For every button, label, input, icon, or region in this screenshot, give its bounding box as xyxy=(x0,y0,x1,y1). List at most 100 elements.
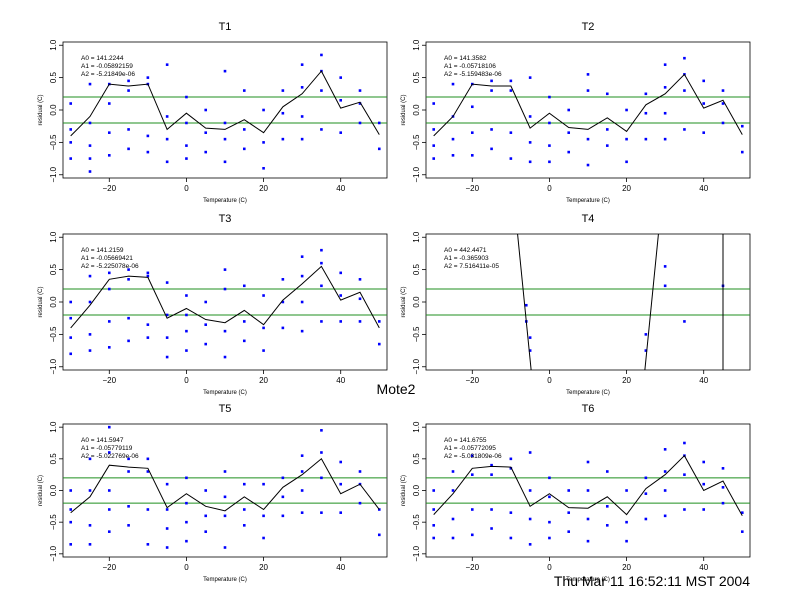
data-point xyxy=(204,150,208,154)
data-point xyxy=(377,533,381,537)
data-point xyxy=(528,160,532,164)
data-point xyxy=(262,514,265,518)
x-tick-label: 40 xyxy=(336,184,345,193)
y-tick-label: 1.0 xyxy=(49,231,58,243)
data-point xyxy=(339,320,343,323)
data-point xyxy=(185,539,188,543)
data-point xyxy=(528,451,532,454)
data-point xyxy=(470,454,474,457)
data-point xyxy=(490,508,493,511)
data-point xyxy=(204,108,208,112)
y-tick-label: 1.0 xyxy=(412,231,421,243)
data-point xyxy=(242,89,246,92)
x-tick-label: 0 xyxy=(547,376,552,385)
data-point xyxy=(223,287,227,291)
x-tick-label: −20 xyxy=(465,376,479,385)
data-point xyxy=(644,476,648,480)
data-point xyxy=(605,128,609,131)
plot-area xyxy=(517,234,725,370)
x-tick-label: 20 xyxy=(622,376,631,385)
data-point xyxy=(107,131,111,134)
data-point xyxy=(548,95,551,99)
data-point xyxy=(605,524,609,527)
data-point xyxy=(358,297,362,301)
x-axis-label: Temperature (C) xyxy=(203,577,247,583)
data-point xyxy=(165,482,169,486)
data-point xyxy=(625,160,628,164)
data-point xyxy=(528,489,532,492)
data-point xyxy=(127,128,130,131)
y-tick-label: 1.0 xyxy=(49,39,58,51)
data-point xyxy=(107,451,111,454)
data-point xyxy=(300,274,304,278)
data-point xyxy=(88,121,92,125)
coefficient-label: A1 = -0.365903 xyxy=(444,255,489,262)
data-point xyxy=(548,160,551,164)
data-point xyxy=(69,128,73,131)
x-tick-label: 40 xyxy=(336,563,345,572)
plot-area xyxy=(432,441,744,546)
data-point xyxy=(165,508,169,511)
data-point xyxy=(339,98,343,102)
y-tick-label: 1.0 xyxy=(412,39,421,51)
y-axis-label: residual (C) xyxy=(38,475,44,506)
data-point xyxy=(663,265,667,268)
data-point xyxy=(185,476,188,480)
data-point xyxy=(358,121,362,125)
data-point xyxy=(300,470,304,473)
fit-line xyxy=(517,234,532,370)
y-axis-label: residual (C) xyxy=(401,286,407,317)
data-point xyxy=(262,536,265,540)
data-point xyxy=(509,467,513,470)
data-point xyxy=(88,82,92,86)
data-point xyxy=(432,489,436,492)
x-axis-label: Temperature (C) xyxy=(203,390,247,396)
y-tick-label: −0.5 xyxy=(49,514,58,530)
panel-title: T5 xyxy=(219,403,232,415)
panel-t2: T2 −20 0 20 40 −1.0 −0.5 0.0 0.5 1.0 Temperature (… xyxy=(401,21,751,204)
y-axis-label: residual (C) xyxy=(401,475,407,506)
data-point xyxy=(548,495,551,499)
data-point xyxy=(586,517,590,521)
x-tick-label: 0 xyxy=(184,376,189,385)
data-point xyxy=(223,546,227,549)
data-point xyxy=(146,470,150,473)
data-point xyxy=(509,511,513,514)
y-tick-label: 0.5 xyxy=(412,264,421,276)
data-point xyxy=(490,89,493,92)
data-point xyxy=(204,514,208,518)
coefficient-label: A1 = -0.05669421 xyxy=(81,255,133,262)
timestamp: Thu Mar 11 16:52:11 MST 2004 xyxy=(553,573,750,589)
data-point xyxy=(204,323,208,326)
data-point xyxy=(377,121,381,125)
data-point xyxy=(567,108,571,112)
data-point xyxy=(509,457,513,461)
fit-line xyxy=(70,458,380,514)
data-point xyxy=(644,517,648,521)
data-point xyxy=(69,336,73,339)
data-point xyxy=(432,508,436,511)
data-point xyxy=(262,349,265,352)
x-tick-label: 0 xyxy=(184,563,189,572)
data-point xyxy=(262,326,265,330)
data-point xyxy=(377,147,381,151)
data-point xyxy=(88,157,92,160)
data-point xyxy=(339,131,343,134)
data-point xyxy=(721,501,725,505)
data-point xyxy=(165,355,169,359)
data-point xyxy=(721,467,725,470)
data-point xyxy=(107,489,111,492)
y-tick-label: 0.5 xyxy=(49,264,58,276)
data-point xyxy=(509,89,513,92)
data-point xyxy=(663,111,667,115)
panel-title: T4 xyxy=(582,213,595,225)
coefficient-label: A2 = -5.21849e-06 xyxy=(81,71,135,78)
data-point xyxy=(683,89,686,92)
data-point xyxy=(605,144,609,147)
data-point xyxy=(146,150,150,154)
y-tick-label: −1.0 xyxy=(49,166,58,182)
data-point xyxy=(740,124,744,128)
data-point xyxy=(432,524,436,527)
data-point xyxy=(567,150,571,154)
data-point xyxy=(358,278,362,281)
